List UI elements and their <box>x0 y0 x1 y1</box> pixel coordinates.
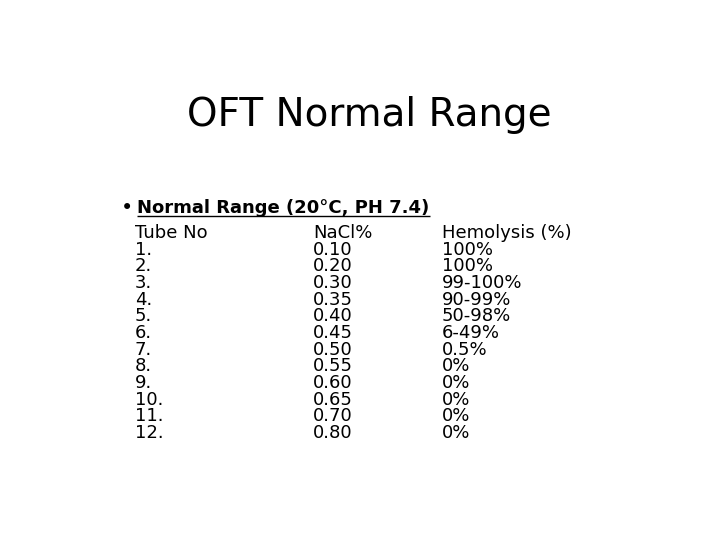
Text: 0.45: 0.45 <box>313 324 354 342</box>
Text: 0.10: 0.10 <box>313 241 353 259</box>
Text: 0.60: 0.60 <box>313 374 353 392</box>
Text: 10.: 10. <box>135 390 163 409</box>
Text: 0.65: 0.65 <box>313 390 353 409</box>
Text: 100%: 100% <box>441 258 492 275</box>
Text: Tube No: Tube No <box>135 224 207 242</box>
Text: 0%: 0% <box>441 424 470 442</box>
Text: 50-98%: 50-98% <box>441 307 510 326</box>
Text: 1.: 1. <box>135 241 152 259</box>
Text: Normal Range (20°C, PH 7.4): Normal Range (20°C, PH 7.4) <box>138 199 430 217</box>
Text: 9.: 9. <box>135 374 152 392</box>
Text: 0%: 0% <box>441 357 470 375</box>
Text: 5.: 5. <box>135 307 152 326</box>
Text: 0%: 0% <box>441 407 470 425</box>
Text: 8.: 8. <box>135 357 152 375</box>
Text: 2.: 2. <box>135 258 152 275</box>
Text: 3.: 3. <box>135 274 152 292</box>
Text: 6.: 6. <box>135 324 152 342</box>
Text: 0.55: 0.55 <box>313 357 354 375</box>
Text: 0%: 0% <box>441 390 470 409</box>
Text: 0.35: 0.35 <box>313 291 354 309</box>
Text: 0.50: 0.50 <box>313 341 353 359</box>
Text: 90-99%: 90-99% <box>441 291 511 309</box>
Text: 6-49%: 6-49% <box>441 324 500 342</box>
Text: Hemolysis (%): Hemolysis (%) <box>441 224 571 242</box>
Text: 0.70: 0.70 <box>313 407 353 425</box>
Text: 99-100%: 99-100% <box>441 274 522 292</box>
Text: 4.: 4. <box>135 291 152 309</box>
Text: 0.30: 0.30 <box>313 274 353 292</box>
Text: •: • <box>121 198 133 218</box>
Text: 0.40: 0.40 <box>313 307 353 326</box>
Text: 0.5%: 0.5% <box>441 341 487 359</box>
Text: 7.: 7. <box>135 341 152 359</box>
Text: 0.80: 0.80 <box>313 424 353 442</box>
Text: 11.: 11. <box>135 407 163 425</box>
Text: 100%: 100% <box>441 241 492 259</box>
Text: 12.: 12. <box>135 424 163 442</box>
Text: 0.20: 0.20 <box>313 258 353 275</box>
Text: NaCl%: NaCl% <box>313 224 372 242</box>
Text: OFT Normal Range: OFT Normal Range <box>186 96 552 134</box>
Text: 0%: 0% <box>441 374 470 392</box>
